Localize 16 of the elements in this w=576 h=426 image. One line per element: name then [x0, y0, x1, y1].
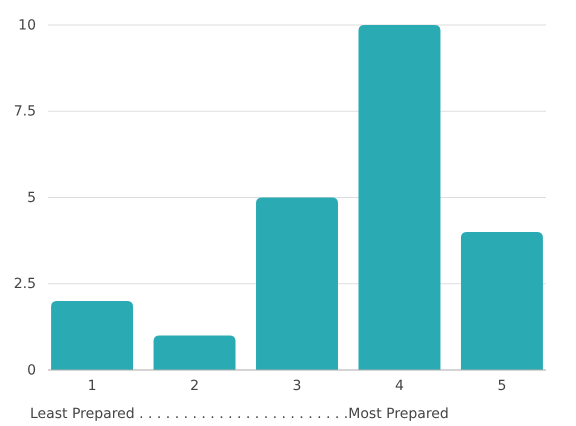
- bar: [460, 232, 543, 370]
- bar: [51, 301, 134, 370]
- x-tick-label: 2: [190, 378, 199, 394]
- y-tick-label: 2.5: [14, 276, 36, 292]
- bar: [256, 198, 338, 370]
- x-tick-label: 4: [395, 378, 404, 394]
- y-tick-label: 0: [27, 362, 36, 378]
- y-tick-label: 5: [27, 190, 36, 206]
- bar: [154, 336, 236, 370]
- bar: [358, 25, 440, 370]
- y-tick-label: 10: [18, 17, 36, 34]
- x-tick-label: 3: [292, 378, 302, 394]
- x-axis-title: Least Prepared . . . . . . . . . . . . . . . . . . . . . . . .Most Prepared: [30, 406, 449, 422]
- y-tick-label: 7.5: [14, 104, 36, 120]
- x-tick-label: 5: [497, 378, 506, 394]
- x-tick-label: 1: [88, 378, 97, 394]
